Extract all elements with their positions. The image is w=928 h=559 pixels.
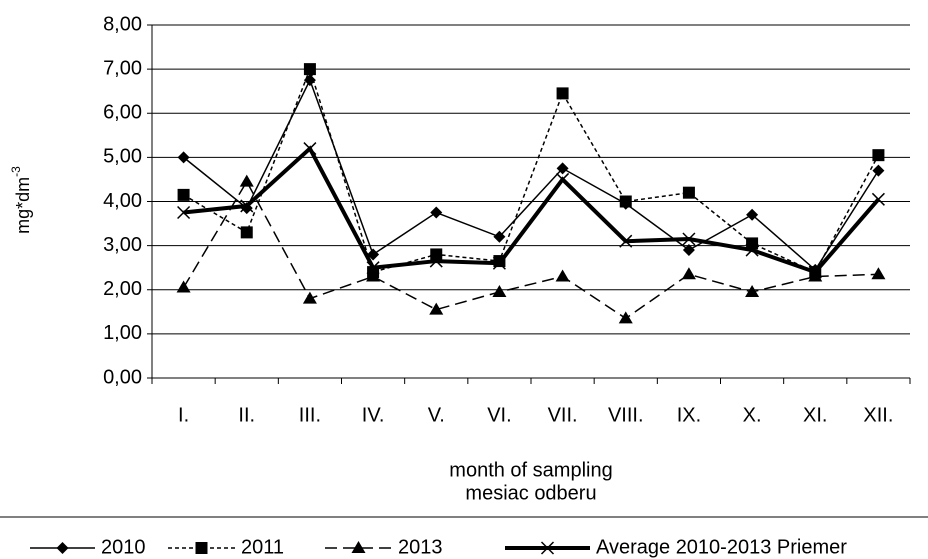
marker xyxy=(430,206,443,219)
marker xyxy=(56,542,69,554)
marker xyxy=(240,226,253,239)
marker xyxy=(556,172,570,186)
x-tick-label: III. xyxy=(299,404,321,426)
marker xyxy=(240,199,254,213)
series-line xyxy=(182,180,879,320)
y-axis-label: mg*dm-3 xyxy=(9,166,33,234)
marker xyxy=(681,267,696,280)
marker xyxy=(745,284,760,297)
series-line xyxy=(183,145,880,275)
marker xyxy=(872,149,885,162)
marker xyxy=(619,195,632,208)
marker xyxy=(556,87,569,100)
y-tick-label: 6,00 xyxy=(103,102,142,124)
x-tick-label: IV. xyxy=(362,404,385,426)
marker xyxy=(177,206,191,220)
x-tick-label: II. xyxy=(238,404,255,426)
marker xyxy=(303,142,317,156)
legend-label: 2013 xyxy=(398,536,443,558)
y-tick-label: 7,00 xyxy=(103,57,142,79)
marker xyxy=(302,291,317,304)
marker xyxy=(493,230,506,243)
marker xyxy=(808,265,822,279)
y-tick-label: 5,00 xyxy=(103,146,142,168)
y-tick-label: 1,00 xyxy=(103,322,142,344)
marker xyxy=(492,284,507,297)
marker xyxy=(366,269,381,282)
legend-label: 2010 xyxy=(101,536,146,558)
x-tick-label: XI. xyxy=(803,404,827,426)
marker xyxy=(176,280,191,293)
marker xyxy=(682,186,695,199)
x-tick-label: X. xyxy=(743,404,762,426)
y-axis-label-sup: -3 xyxy=(9,166,23,177)
x-tick-label: V. xyxy=(428,404,445,426)
y-tick-label: 4,00 xyxy=(103,190,142,212)
marker xyxy=(351,541,366,553)
marker xyxy=(555,269,570,282)
x-axis-label: mesiac odberu xyxy=(465,482,596,504)
x-tick-label: VII. xyxy=(548,404,578,426)
marker xyxy=(366,261,380,275)
marker xyxy=(492,256,506,270)
x-tick-label: VI. xyxy=(487,404,511,426)
marker xyxy=(430,248,443,261)
x-tick-label: I. xyxy=(178,404,189,426)
x-tick-label: VIII. xyxy=(608,404,644,426)
marker xyxy=(303,63,316,76)
y-axis-label-base: mg*dm xyxy=(13,177,33,234)
marker xyxy=(556,162,569,175)
marker xyxy=(745,243,759,257)
y-tick-label: 0,00 xyxy=(103,366,142,388)
x-tick-label: XII. xyxy=(863,404,893,426)
legend-label: 2011 xyxy=(241,536,284,558)
marker xyxy=(429,254,443,268)
x-axis-label: month of sampling xyxy=(449,459,612,481)
series-line xyxy=(183,78,880,272)
marker xyxy=(871,192,885,206)
marker xyxy=(618,311,633,324)
marker xyxy=(682,232,696,246)
marker xyxy=(619,234,633,248)
marker xyxy=(871,267,886,280)
marker xyxy=(429,302,444,315)
x-tick-label: IX. xyxy=(677,404,701,426)
marker xyxy=(177,188,190,201)
marker xyxy=(682,244,695,257)
marker xyxy=(239,174,254,187)
marker xyxy=(195,542,208,554)
marker xyxy=(540,541,555,555)
marker xyxy=(367,248,380,261)
y-tick-label: 3,00 xyxy=(103,234,142,256)
y-tick-label: 8,00 xyxy=(103,13,142,35)
legend-label: Average 2010-2013 Priemer xyxy=(596,536,847,558)
y-tick-label: 2,00 xyxy=(103,278,142,300)
marker xyxy=(872,164,885,177)
marker xyxy=(808,269,823,282)
marker xyxy=(177,151,190,164)
series-line xyxy=(183,66,880,274)
marker xyxy=(746,208,759,221)
